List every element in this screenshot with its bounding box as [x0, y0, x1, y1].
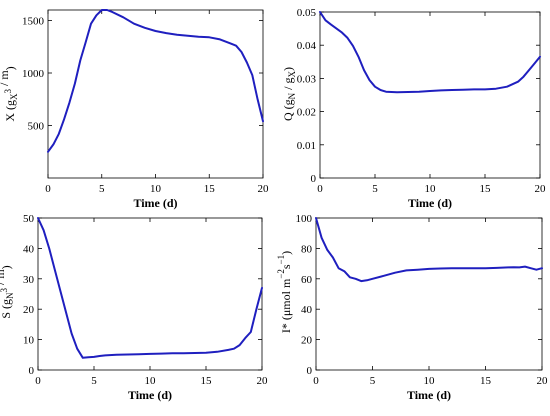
y-axis-label: Q (gN / gX): [281, 67, 297, 121]
subplot-3: 0 5 10 15 20 0 10 20 30 40 50 Time (d) S (gN3 / m): [0, 213, 268, 402]
x-tick-label: 20: [258, 183, 270, 195]
y-tick-label: 60: [301, 274, 313, 286]
x-axis-label: Time (d): [407, 388, 451, 402]
y-tick-label: 40: [23, 243, 35, 255]
y-tick-label: 0.01: [297, 140, 316, 152]
subplot-4: 0 5 10 15 20 0 20 40 60 80 100 Time (d) I* (μmol m−2…: [276, 213, 548, 402]
y-tick-label: 0: [307, 365, 313, 377]
y-tick-label: 100: [296, 213, 313, 225]
y-axis-label: I* (μmol m−2s−1): [276, 251, 293, 333]
x-tick-label: 15: [480, 375, 492, 387]
x-tick-label: 0: [313, 375, 319, 387]
series-line-1: [47, 9, 264, 153]
x-axis-label: Time (d): [133, 196, 177, 210]
subplot-1: 0 5 10 15 20 500 1000 1500 Time (d) X (gX3 / m): [0, 9, 270, 210]
x-tick-label: 10: [145, 375, 157, 387]
x-tick-label: 10: [424, 375, 436, 387]
y-tick-label: 0: [29, 365, 35, 377]
plot-frame: [37, 217, 263, 371]
y-tick-label: 1500: [22, 16, 45, 28]
y-axis-label: X (gX3 / m): [0, 66, 19, 121]
plot-frame: [315, 217, 543, 371]
x-tick-label: 0: [317, 183, 323, 195]
x-axis-label: Time (d): [128, 388, 172, 402]
plot-frame: [319, 11, 541, 179]
y-tick-label: 10: [23, 335, 35, 347]
y-tick-label: 0: [311, 173, 317, 185]
y-tick-label: 500: [28, 121, 45, 133]
y-tick-label: 0.04: [297, 40, 317, 52]
y-tick-label: 0.05: [297, 7, 317, 19]
x-tick-label: 0: [45, 183, 51, 195]
x-tick-label: 5: [91, 375, 97, 387]
y-tick-label: 0.02: [297, 107, 316, 119]
plot-frame: [47, 9, 264, 179]
y-axis-label: S (gN3 / m): [0, 265, 15, 318]
y-tick-label: 1000: [22, 68, 45, 80]
x-tick-label: 20: [537, 375, 549, 387]
series-line-1: [319, 11, 541, 94]
y-tick-label: 30: [23, 274, 35, 286]
y-tick-label: 20: [301, 335, 313, 347]
x-axis-label: Time (d): [408, 196, 452, 210]
y-tick-label: 20: [23, 304, 35, 316]
y-tick-label: 50: [23, 213, 35, 225]
x-tick-label: 10: [150, 183, 162, 195]
x-tick-label: 20: [257, 375, 269, 387]
subplot-2: 0 5 10 15 20 0 0.01 0.02 0.03 0.04 0.05 Time (d) Q (…: [281, 7, 546, 210]
y-tick-label: 80: [301, 243, 313, 255]
x-tick-label: 5: [99, 183, 105, 195]
x-tick-label: 10: [425, 183, 437, 195]
x-tick-label: 5: [370, 375, 376, 387]
y-tick-label: 40: [301, 304, 313, 316]
x-tick-label: 15: [204, 183, 216, 195]
series-line-1: [315, 217, 543, 283]
y-tick-label: 0.03: [297, 73, 317, 85]
x-tick-label: 15: [201, 375, 213, 387]
series-line-1: [37, 217, 263, 359]
x-tick-label: 15: [480, 183, 492, 195]
x-tick-label: 0: [35, 375, 41, 387]
x-tick-label: 5: [372, 183, 378, 195]
x-tick-label: 20: [535, 183, 547, 195]
